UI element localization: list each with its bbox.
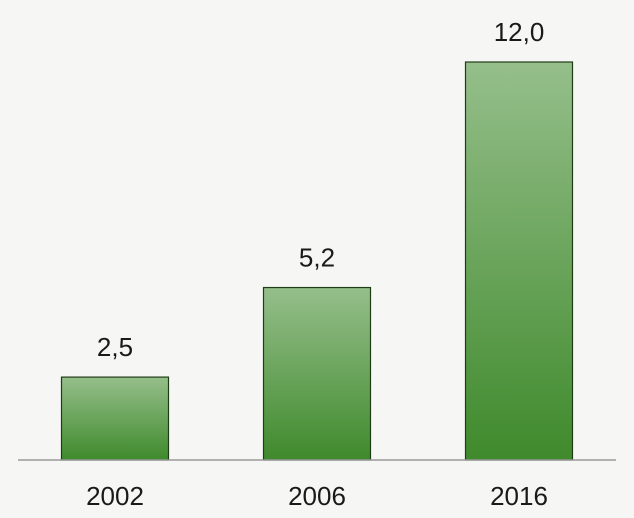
bar — [464, 61, 574, 461]
x-tick-label: 2006 — [288, 481, 346, 511]
value-label: 12,0 — [494, 17, 545, 47]
value-label: 5,2 — [299, 242, 335, 272]
bar — [60, 376, 170, 461]
x-tick-label: 2002 — [86, 481, 144, 511]
x-tick-label: 2016 — [490, 481, 548, 511]
value-label: 2,5 — [97, 332, 133, 362]
bar — [262, 286, 372, 461]
